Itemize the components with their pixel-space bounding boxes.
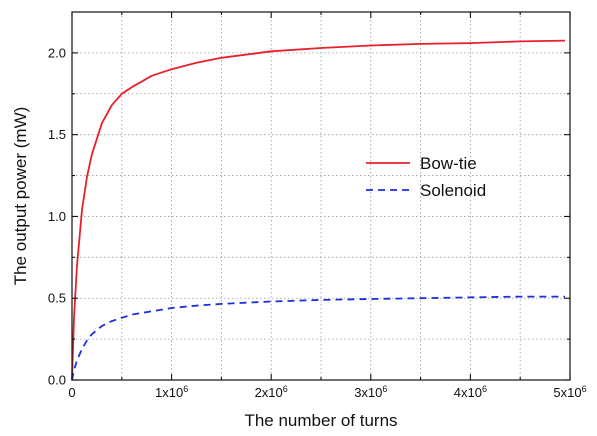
y-axis-label: The output power (mW): [11, 107, 30, 286]
y-tick-label: 2.0: [48, 45, 66, 60]
x-tick-label: 5x106: [553, 384, 586, 400]
x-tick-label: 1x106: [155, 384, 188, 400]
grid-lines: [72, 12, 570, 380]
y-tick-labels: 0.0 0.5 1.0 1.5 2.0: [48, 45, 66, 387]
x-tick-label: 0: [68, 385, 75, 400]
legend-label: Bow-tie: [420, 154, 477, 173]
axis-ticks: [71, 12, 571, 381]
series-line-solenoid: [71, 295, 565, 381]
x-axis-label: The number of turns: [244, 411, 397, 430]
x-tick-label: 4x106: [454, 384, 487, 400]
legend-label: Solenoid: [420, 181, 486, 200]
series-line-bow-tie: [71, 39, 566, 381]
series-layer: [71, 39, 566, 381]
legend: Bow-tie Solenoid: [366, 154, 486, 200]
x-tick-labels: 0 1x106 2x106 3x106 4x106 5x106: [68, 384, 586, 400]
x-tick-label: 3x106: [354, 384, 387, 400]
x-tick-label: 2x106: [255, 384, 288, 400]
y-tick-label: 1.0: [48, 209, 66, 224]
y-tick-label: 0.5: [48, 291, 66, 306]
y-tick-label: 1.5: [48, 127, 66, 142]
y-tick-label: 0.0: [48, 373, 66, 388]
